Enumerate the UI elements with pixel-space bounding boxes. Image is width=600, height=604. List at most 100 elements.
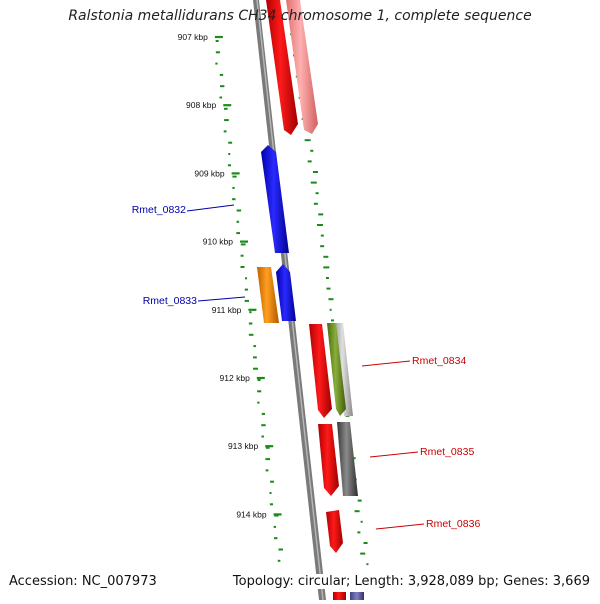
label-line-rmet-0836: [375, 523, 425, 530]
gc-dot: [249, 311, 252, 314]
gc-dot: [215, 51, 220, 54]
label-rmet-0833[interactable]: Rmet_0833: [143, 295, 197, 307]
gc-dot: [357, 531, 361, 534]
accession-text: Accession: NC_007973: [9, 574, 157, 589]
gc-dot: [228, 153, 231, 155]
gc-dot: [240, 266, 245, 268]
gc-dot: [274, 537, 278, 540]
gc-dot: [269, 492, 272, 494]
gc-dot: [304, 139, 311, 142]
gene-red-2[interactable]: [318, 424, 339, 496]
label-line-rmet-0834: [361, 360, 411, 367]
gene-arrow-red[interactable]: [266, 0, 298, 135]
gc-dot: [215, 40, 219, 42]
gc-dot: [253, 367, 258, 370]
page-title: Ralstonia metallidurans CH34 chromosome …: [68, 8, 532, 24]
gc-dot: [223, 130, 227, 133]
gene-rmet-0833[interactable]: [276, 264, 296, 321]
gc-dot: [253, 345, 257, 348]
gc-dot: [240, 243, 246, 246]
label-rmet-0836[interactable]: Rmet_0836: [426, 518, 480, 530]
gc-dot: [232, 186, 235, 189]
scale-tick-label: 913 kbp: [228, 441, 259, 451]
gene-features: [257, 0, 364, 600]
gc-dot: [232, 198, 236, 201]
gc-dot: [219, 96, 223, 99]
gc-dot: [277, 559, 281, 562]
gc-dot: [318, 213, 324, 216]
gc-dot: [224, 107, 228, 110]
gc-dot: [312, 171, 318, 173]
scale-tick-labels: 907 kbp 908 kbp 909 kbp 910 kbp 911 kbp 912 k…: [178, 32, 276, 588]
gc-dot: [363, 542, 368, 544]
gc-dot: [236, 220, 240, 223]
gc-dot: [323, 255, 329, 258]
scale-tick-label: 909 kbp: [194, 168, 225, 178]
gc-dot: [323, 266, 330, 269]
scale-ticks: [214, 35, 290, 584]
gc-dot: [232, 175, 237, 178]
gc-dot: [273, 525, 276, 528]
gene-light-gray[interactable]: [334, 323, 353, 416]
gc-dot: [366, 563, 369, 566]
gc-dot: [274, 514, 279, 517]
label-rmet-0835[interactable]: Rmet_0835: [420, 446, 474, 458]
gene-bottom-red[interactable]: [333, 592, 346, 600]
gene-rna-orange[interactable]: [257, 267, 279, 323]
gc-dot: [261, 435, 264, 438]
label-rmet-0832[interactable]: Rmet_0832: [132, 204, 186, 216]
label-line-rmet-0833: [197, 296, 246, 302]
gc-dot: [320, 234, 324, 237]
gc-dot: [325, 277, 329, 279]
gc-dot: [236, 209, 242, 212]
scale-tick-label: 908 kbp: [186, 100, 217, 110]
gc-dot: [257, 379, 261, 381]
label-line-rmet-0832: [186, 204, 235, 212]
gc-dot: [261, 424, 266, 427]
gc-dot: [310, 149, 314, 152]
label-rmet-0834[interactable]: Rmet_0834: [412, 355, 466, 367]
gc-dot: [257, 390, 262, 393]
gc-dot: [224, 119, 229, 122]
gc-dot: [316, 224, 323, 226]
gc-dot: [261, 412, 266, 415]
scale-tick-label: 907 kbp: [178, 32, 209, 42]
gc-dot: [215, 62, 218, 65]
gc-dot: [265, 446, 270, 449]
gc-dot: [354, 510, 360, 513]
gc-content-left-track: [215, 40, 283, 562]
gene-rmet-0836[interactable]: [326, 510, 343, 553]
gc-dot: [253, 356, 257, 359]
gc-dot: [240, 254, 244, 257]
gene-rmet-0835[interactable]: [337, 422, 358, 496]
gc-dot: [244, 299, 249, 302]
gc-dot: [310, 181, 317, 184]
gc-dot: [307, 160, 312, 163]
scale-tick-label: 914 kbp: [236, 509, 267, 519]
gc-dot: [269, 503, 273, 506]
gc-dot: [219, 85, 225, 88]
gc-dot: [360, 520, 363, 523]
gc-dot: [315, 192, 319, 195]
gene-arrow-pink[interactable]: [286, 0, 318, 134]
gc-dot: [270, 480, 275, 483]
gc-dot: [248, 333, 254, 336]
gene-red-1[interactable]: [309, 324, 332, 418]
gc-dot: [244, 288, 248, 291]
gc-dot: [244, 277, 248, 280]
gc-dot: [236, 232, 240, 235]
gene-rmet-0832[interactable]: [261, 145, 289, 253]
gc-dot: [219, 73, 224, 76]
gc-dot: [326, 287, 331, 290]
gc-dot: [328, 298, 334, 301]
gc-dot: [320, 245, 325, 248]
genome-stats-text: Topology: circular; Length: 3,928,089 bp…: [230, 574, 590, 589]
gene-rmet-0834[interactable]: [327, 323, 346, 416]
gene-bottom-purple[interactable]: [350, 592, 364, 600]
gc-dot: [257, 401, 260, 404]
gc-dot: [313, 202, 318, 205]
gc-dot: [227, 164, 232, 167]
scale-tick-label: 912 kbp: [220, 373, 251, 383]
